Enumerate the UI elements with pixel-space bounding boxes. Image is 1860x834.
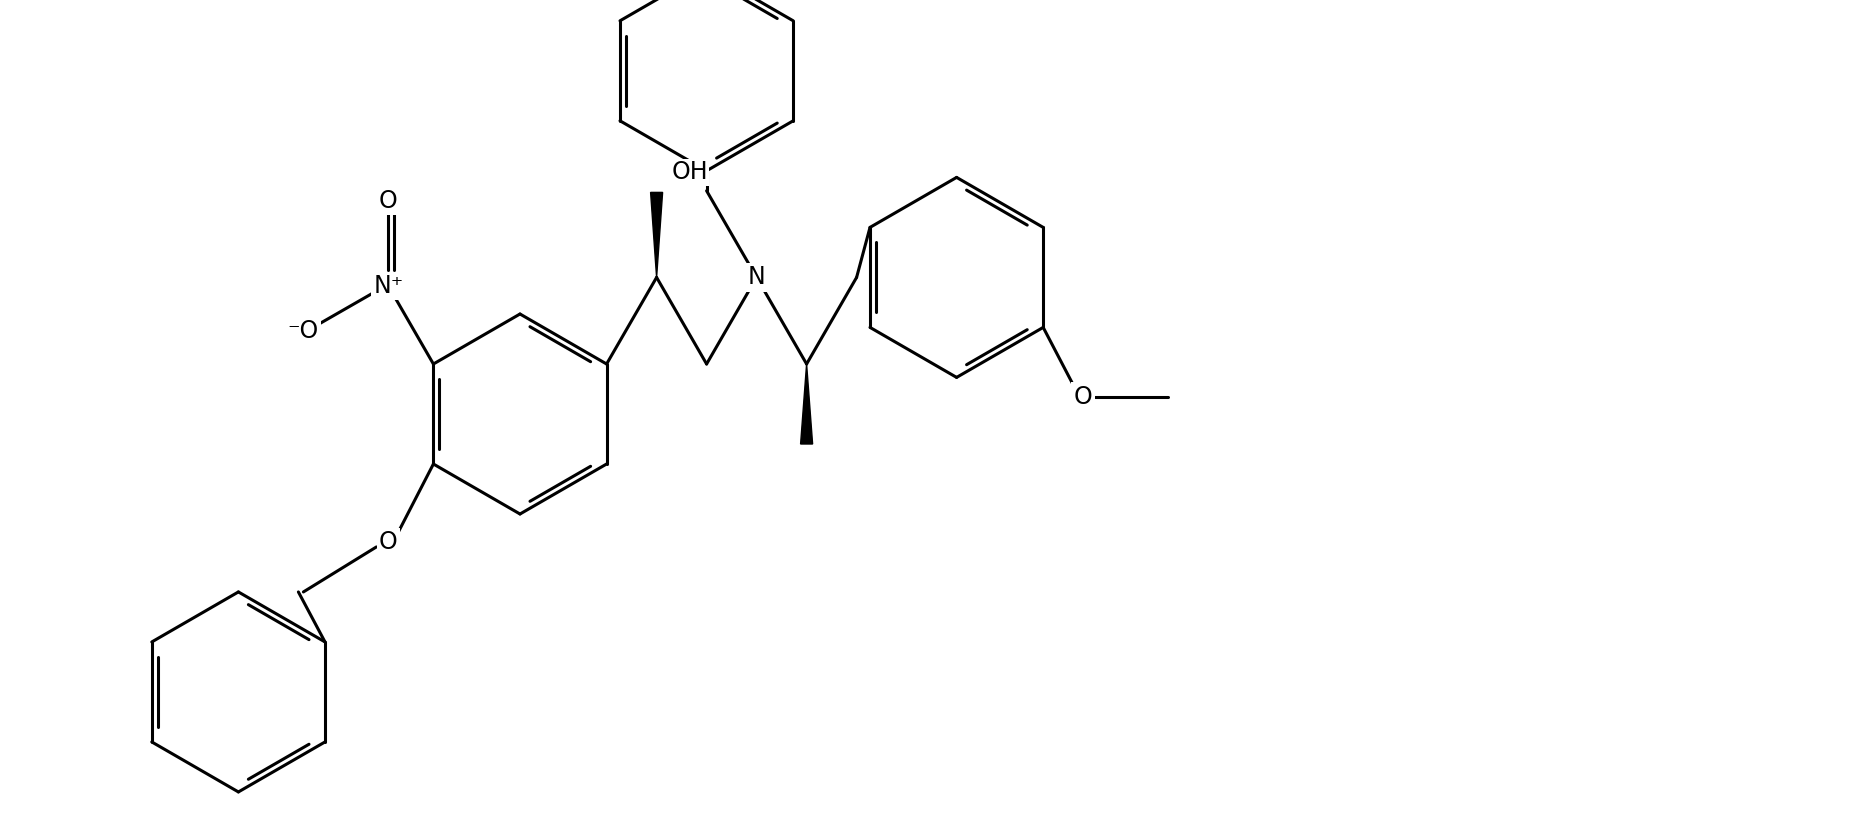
Text: O: O: [379, 530, 398, 554]
Polygon shape: [651, 193, 662, 278]
Text: OH: OH: [671, 160, 709, 184]
Text: O: O: [1073, 384, 1092, 409]
Polygon shape: [800, 364, 813, 444]
Text: N⁺: N⁺: [374, 274, 404, 298]
Text: O: O: [379, 189, 398, 213]
Text: ⁻O: ⁻O: [288, 319, 320, 343]
Text: N: N: [748, 265, 766, 289]
